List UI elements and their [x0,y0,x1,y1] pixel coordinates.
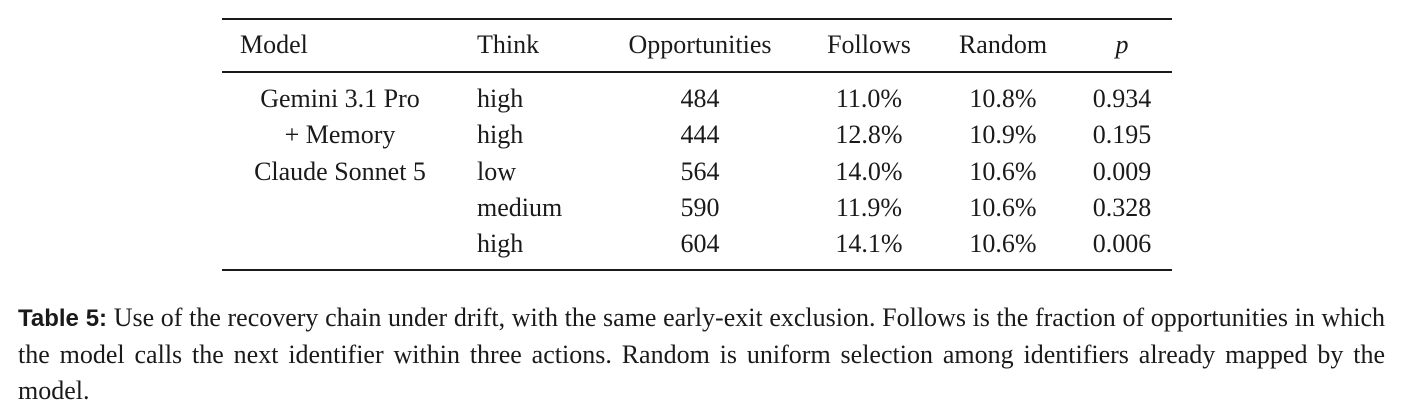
caption-text: Use of the recovery chain under drift, w… [18,303,1386,405]
caption-label: Table 5: [18,305,108,332]
header-cell: Follows [827,30,911,59]
table-cell: 10.9% [969,120,1037,149]
table-cell: 484 [680,84,720,113]
table-cell: 10.6% [969,229,1037,258]
model-cell: + Memory [284,120,396,149]
table-cell: 590 [680,193,720,222]
header-cell: Model [240,30,308,59]
mid-rule [222,71,1172,73]
model-cell: Gemini 3.1 Pro [260,84,420,113]
table-cell: 0.009 [1092,157,1152,186]
top-rule [222,18,1172,20]
table-cell: high [477,229,524,258]
table-cell: high [477,84,524,113]
table-cell: 10.6% [969,157,1037,186]
header-cell: Think [477,30,540,59]
caption: Table 5: Use of the recovery chain under… [18,300,1385,409]
table-cell: 14.0% [835,157,903,186]
table-cell: 12.8% [835,120,903,149]
table-cell: high [477,120,524,149]
table-cell: medium [477,193,563,222]
table-cell: 14.1% [835,229,903,258]
model-cell: Claude Sonnet 5 [254,157,426,186]
table-cell: 11.0% [835,84,903,113]
table-cell: low [477,157,516,186]
bottom-rule [222,269,1172,271]
table-cell: 11.9% [835,193,903,222]
table-cell: 10.8% [969,84,1037,113]
table-cell: 0.006 [1092,229,1152,258]
table-cell: 10.6% [969,193,1037,222]
table-cell: 444 [680,120,720,149]
table-cell: 0.328 [1092,193,1152,222]
table-cell: 0.195 [1092,120,1152,149]
table-cell: 564 [680,157,720,186]
header-cell: Opportunities [628,30,772,59]
table-cell: 604 [680,229,720,258]
table-cell: 0.934 [1092,84,1152,113]
header-cell: p [1115,30,1129,59]
header-cell: Random [958,30,1048,59]
